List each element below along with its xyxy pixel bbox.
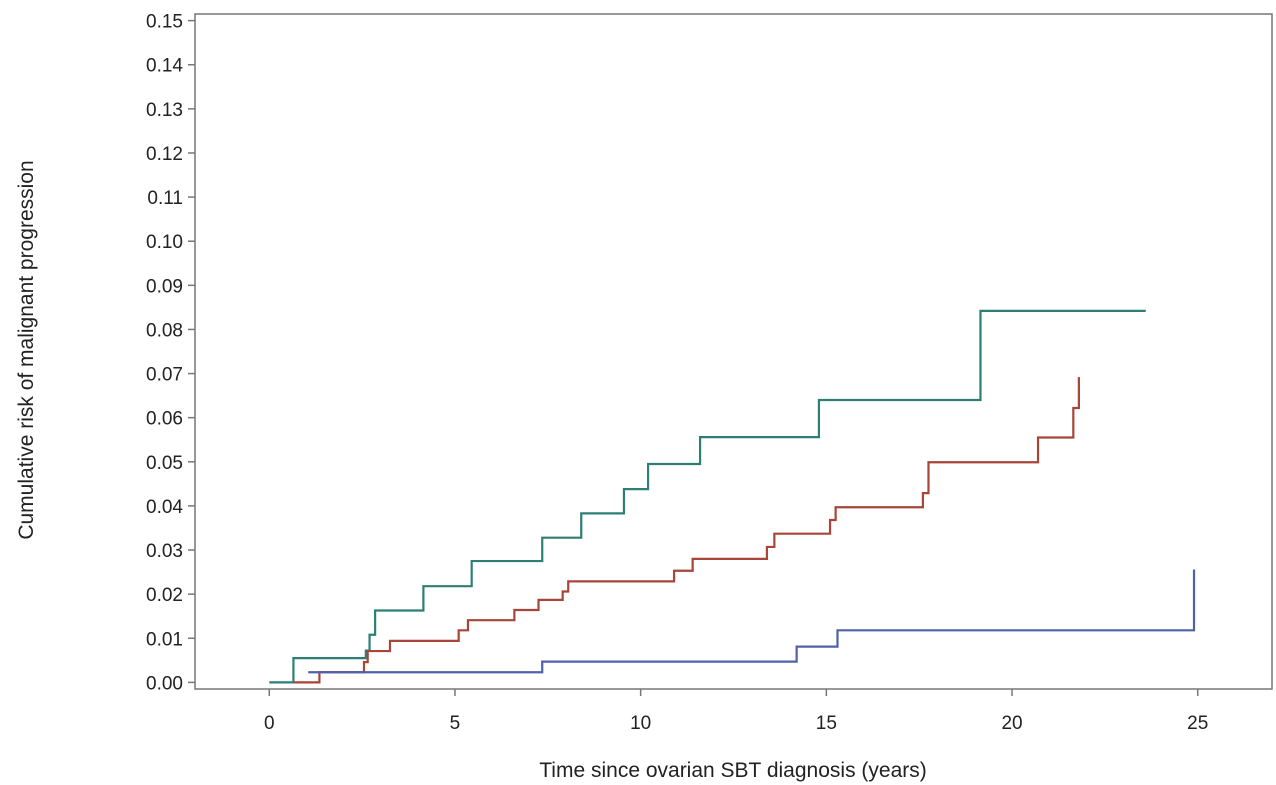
plot-frame bbox=[194, 13, 1273, 690]
y-tick-label: 0.15 bbox=[146, 12, 183, 33]
y-tick-label: 0.07 bbox=[146, 365, 183, 386]
x-tick-label: 20 bbox=[1001, 713, 1022, 734]
y-tick-label: 0.08 bbox=[146, 320, 183, 341]
x-tick-label: 10 bbox=[630, 713, 651, 734]
y-tick-label: 0.09 bbox=[146, 276, 183, 297]
y-tick-label: 0.13 bbox=[146, 100, 183, 121]
y-tick-label: 0.06 bbox=[146, 409, 183, 430]
series-1-step-line bbox=[269, 309, 1146, 684]
x-tick-label: 15 bbox=[816, 713, 837, 734]
y-tick-label: 0.02 bbox=[146, 585, 183, 606]
y-tick-label: 0.12 bbox=[146, 144, 183, 165]
y-tick-label: 0.04 bbox=[146, 497, 183, 518]
x-tick-label: 5 bbox=[450, 713, 461, 734]
series-layer bbox=[269, 309, 1196, 684]
x-axis-title: Time since ovarian SBT diagnosis (years) bbox=[539, 759, 927, 782]
y-tick-label: 0.10 bbox=[146, 232, 183, 253]
y-tick-label: 0.01 bbox=[146, 629, 183, 650]
y-tick-label: 0.05 bbox=[146, 453, 183, 474]
x-tick-label: 25 bbox=[1187, 713, 1208, 734]
x-axis: 0 5 10 15 20 25 bbox=[264, 689, 1208, 734]
y-tick-label: 0.11 bbox=[147, 188, 183, 209]
y-axis: 0.00 0.01 0.02 0.03 0.04 0.05 0.06 0.07 0.08 0.09… bbox=[146, 12, 195, 694]
y-axis-title: Cumulative risk of malignant progression bbox=[15, 160, 38, 539]
series-3-step-line bbox=[308, 569, 1196, 674]
y-tick-label: 0.03 bbox=[146, 541, 183, 562]
x-tick-label: 0 bbox=[264, 713, 275, 734]
y-tick-label: 0.14 bbox=[146, 56, 183, 77]
y-tick-label: 0.00 bbox=[146, 673, 183, 694]
series-2-step-line bbox=[293, 377, 1080, 684]
